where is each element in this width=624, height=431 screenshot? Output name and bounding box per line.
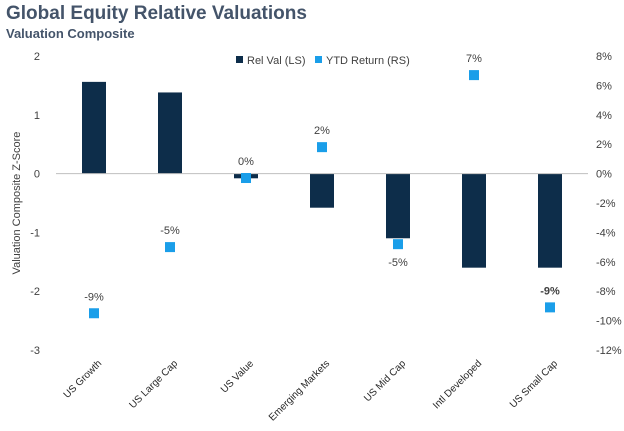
y-axis-title: Valuation Composite Z-Score [11, 132, 23, 275]
right-tick-label: 6% [596, 80, 612, 92]
right-tick-label: -2% [596, 198, 616, 210]
legend-swatch-rel-val [236, 56, 243, 63]
data-label-ytd-return: 0% [238, 156, 254, 168]
bar-rel-val [82, 81, 106, 174]
category-label: Emerging Markets [267, 358, 332, 423]
marker-ytd-return [469, 70, 479, 81]
marker-ytd-return [89, 308, 99, 319]
left-tick-label: -3 [30, 345, 40, 357]
legend-label-ytd-return: YTD Return (RS) [326, 55, 410, 67]
category-label: US Small Cap [508, 358, 560, 410]
right-tick-label: -4% [596, 227, 616, 239]
legend-swatch-ytd-return [315, 56, 322, 63]
category-label: US Large Cap [128, 358, 181, 411]
category-label: US Growth [62, 358, 104, 400]
right-tick-label: 2% [596, 139, 612, 151]
left-tick-label: -1 [30, 227, 40, 239]
marker-ytd-return [241, 173, 251, 184]
left-tick-label: 0 [34, 169, 40, 181]
marker-ytd-return [545, 302, 555, 313]
data-label-ytd-return: 7% [466, 53, 482, 65]
right-tick-label: -8% [596, 286, 616, 298]
category-label: Intl Developed [431, 358, 484, 411]
right-tick-label: -12% [596, 345, 622, 357]
left-tick-label: 1 [34, 110, 40, 122]
marker-ytd-return [393, 239, 403, 250]
right-tick-label: -6% [596, 257, 616, 269]
bar-rel-val [538, 173, 562, 268]
data-label-ytd-return: -9% [84, 291, 104, 303]
right-tick-label: 8% [596, 51, 612, 63]
category-label: US Mid Cap [362, 358, 408, 404]
bar-rel-val [310, 173, 334, 208]
chart-subtitle: Valuation Composite [6, 26, 135, 41]
right-tick-label: 0% [596, 169, 612, 181]
marker-ytd-return [165, 242, 175, 253]
bar-rel-val [158, 92, 182, 174]
left-tick-label: 2 [34, 51, 40, 63]
data-label-ytd-return: 2% [314, 125, 330, 137]
right-tick-label: -10% [596, 316, 622, 328]
bar-rel-val [462, 173, 486, 268]
legend-label-rel-val: Rel Val (LS) [247, 55, 305, 67]
data-label-ytd-return: -5% [388, 257, 408, 269]
right-tick-label: 4% [596, 110, 612, 122]
marker-ytd-return [317, 142, 327, 153]
category-label: US Value [219, 358, 256, 395]
left-tick-label: -2 [30, 286, 40, 298]
data-label-ytd-return: -5% [160, 225, 180, 237]
chart-title: Global Equity Relative Valuations [6, 3, 307, 24]
data-label-ytd-return: -9% [540, 285, 560, 297]
bar-rel-val [386, 173, 410, 239]
